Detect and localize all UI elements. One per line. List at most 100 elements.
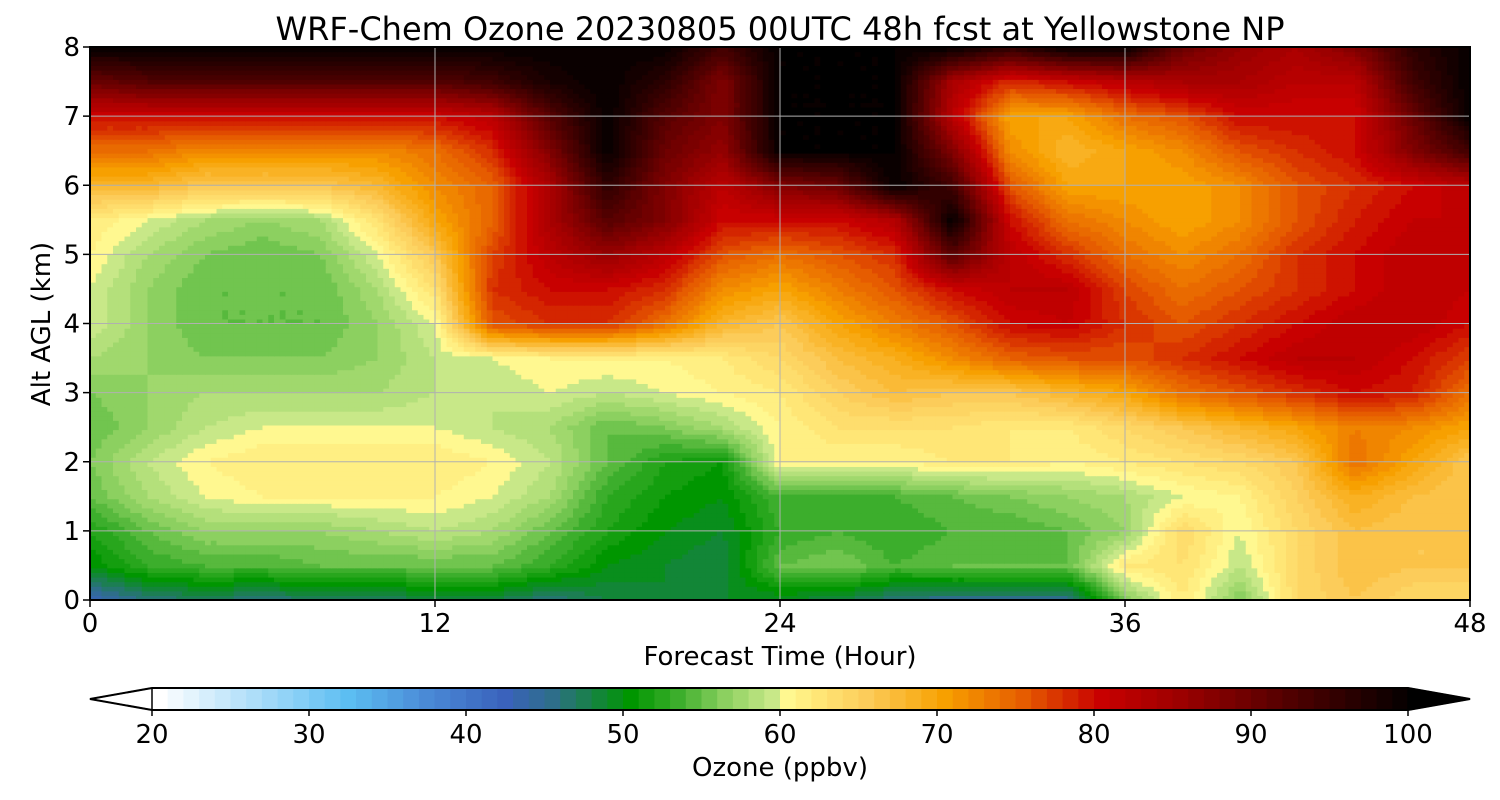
heatmap-cell bbox=[769, 545, 775, 550]
heatmap-cell bbox=[188, 582, 194, 587]
heatmap-cell bbox=[1326, 545, 1332, 550]
heatmap-cell bbox=[901, 559, 907, 564]
heatmap-cell bbox=[941, 549, 947, 554]
heatmap-cell bbox=[1298, 549, 1304, 554]
heatmap-cell bbox=[245, 535, 251, 540]
heatmap-cell bbox=[401, 586, 407, 591]
heatmap-cell bbox=[458, 572, 464, 577]
heatmap-cell bbox=[1367, 535, 1373, 540]
heatmap-cell bbox=[1022, 545, 1028, 550]
heatmap-cell bbox=[792, 535, 798, 540]
heatmap-cell bbox=[711, 531, 717, 536]
heatmap-cell bbox=[119, 554, 125, 559]
heatmap-cell bbox=[912, 522, 918, 527]
heatmap-cell bbox=[1298, 531, 1304, 536]
heatmap-cell bbox=[1269, 577, 1275, 582]
heatmap-cell bbox=[912, 508, 918, 513]
heatmap-cell bbox=[165, 549, 171, 554]
heatmap-cell bbox=[734, 586, 740, 591]
heatmap-cell bbox=[654, 577, 660, 582]
heatmap-cell bbox=[1413, 545, 1419, 550]
heatmap-cell bbox=[1148, 517, 1154, 522]
heatmap-cell bbox=[550, 531, 556, 536]
heatmap-cell bbox=[567, 586, 573, 591]
heatmap-cell bbox=[815, 577, 821, 582]
heatmap-cell bbox=[395, 577, 401, 582]
heatmap-cell bbox=[631, 517, 637, 522]
heatmap-cell bbox=[119, 568, 125, 573]
heatmap-cell bbox=[165, 503, 171, 508]
heatmap-cell bbox=[498, 531, 504, 536]
heatmap-cell bbox=[447, 568, 453, 573]
heatmap-cell bbox=[1441, 535, 1447, 540]
heatmap-cell bbox=[458, 535, 464, 540]
heatmap-cell bbox=[205, 582, 211, 587]
heatmap-cell bbox=[659, 503, 665, 508]
heatmap-cell bbox=[1183, 549, 1189, 554]
heatmap-cell bbox=[1010, 522, 1016, 527]
heatmap-cell bbox=[947, 508, 953, 513]
heatmap-cell bbox=[872, 531, 878, 536]
heatmap-cell bbox=[907, 586, 913, 591]
heatmap-cell bbox=[1252, 568, 1258, 573]
heatmap-cell bbox=[613, 522, 619, 527]
heatmap-cell bbox=[1418, 554, 1424, 559]
heatmap-cell bbox=[849, 563, 855, 568]
heatmap-cell bbox=[711, 508, 717, 513]
heatmap-cell bbox=[889, 512, 895, 517]
heatmap-cell bbox=[475, 568, 481, 573]
heatmap-cell bbox=[1418, 582, 1424, 587]
heatmap-cell bbox=[539, 572, 545, 577]
heatmap-cell bbox=[510, 554, 516, 559]
heatmap-cell bbox=[999, 522, 1005, 527]
heatmap-cell bbox=[947, 572, 953, 577]
heatmap-cell bbox=[1188, 517, 1194, 522]
heatmap-cell bbox=[475, 517, 481, 522]
heatmap-cell bbox=[740, 586, 746, 591]
heatmap-cell bbox=[1441, 545, 1447, 550]
heatmap-cell bbox=[148, 522, 154, 527]
heatmap-cell bbox=[849, 517, 855, 522]
heatmap-cell bbox=[222, 508, 228, 513]
heatmap-cell bbox=[286, 549, 292, 554]
heatmap-cell bbox=[556, 531, 562, 536]
heatmap-cell bbox=[1344, 512, 1350, 517]
heatmap-cell bbox=[556, 535, 562, 540]
heatmap-cell bbox=[464, 535, 470, 540]
heatmap-cell bbox=[1263, 540, 1269, 545]
heatmap-cell bbox=[1257, 577, 1263, 582]
heatmap-cell bbox=[855, 549, 861, 554]
heatmap-cell bbox=[1183, 586, 1189, 591]
heatmap-cell bbox=[240, 535, 246, 540]
heatmap-cell bbox=[1321, 563, 1327, 568]
heatmap-cell bbox=[1286, 572, 1292, 577]
heatmap-cell bbox=[1211, 559, 1217, 564]
heatmap-cell bbox=[993, 512, 999, 517]
heatmap-cell bbox=[567, 582, 573, 587]
heatmap-cell bbox=[349, 512, 355, 517]
heatmap-cell bbox=[475, 503, 481, 508]
heatmap-cell bbox=[884, 559, 890, 564]
heatmap-cell bbox=[1194, 549, 1200, 554]
heatmap-cell bbox=[1154, 545, 1160, 550]
heatmap-cell bbox=[918, 512, 924, 517]
heatmap-cell bbox=[130, 563, 136, 568]
heatmap-cell bbox=[1401, 512, 1407, 517]
heatmap-cell bbox=[838, 503, 844, 508]
heatmap-cell bbox=[1050, 591, 1056, 596]
heatmap-cell bbox=[1407, 535, 1413, 540]
heatmap-cell bbox=[286, 540, 292, 545]
heatmap-cell bbox=[510, 522, 516, 527]
heatmap-cell bbox=[1413, 586, 1419, 591]
heatmap-cell bbox=[1022, 563, 1028, 568]
heatmap-cell bbox=[343, 540, 349, 545]
heatmap-cell bbox=[700, 531, 706, 536]
heatmap-cell bbox=[1315, 508, 1321, 513]
heatmap-cell bbox=[711, 522, 717, 527]
heatmap-cell bbox=[1183, 540, 1189, 545]
heatmap-cell bbox=[332, 572, 338, 577]
heatmap-cell bbox=[1436, 512, 1442, 517]
heatmap-cell bbox=[665, 568, 671, 573]
heatmap-cell bbox=[1137, 503, 1143, 508]
heatmap-cell bbox=[383, 572, 389, 577]
